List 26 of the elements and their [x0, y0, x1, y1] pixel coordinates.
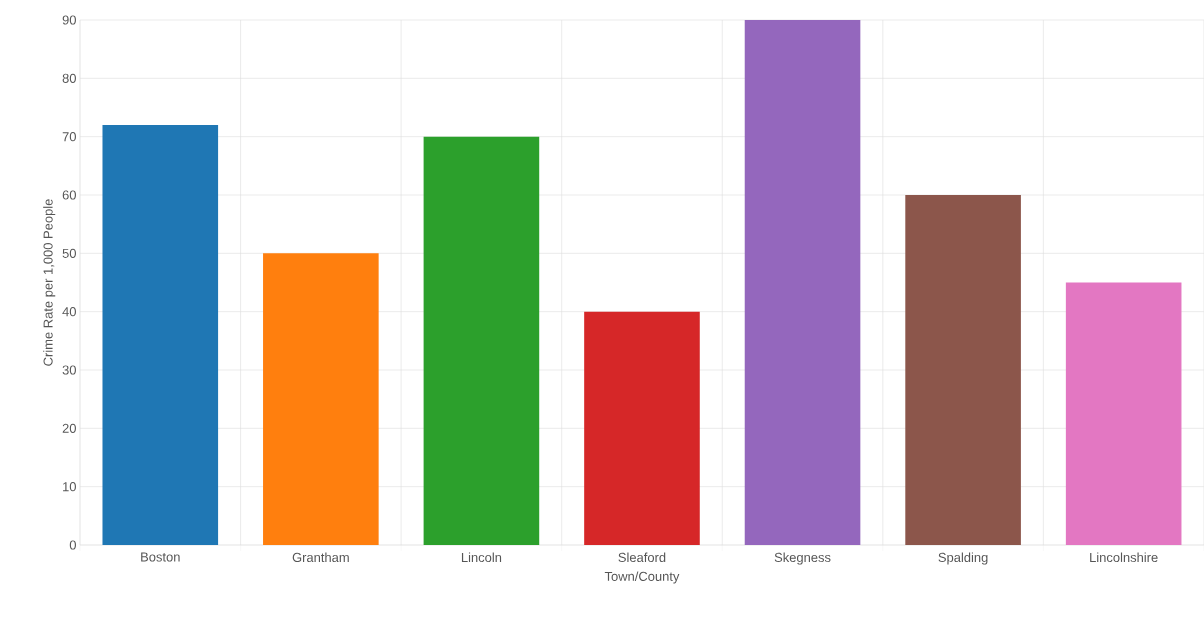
- y-tick-label: 60: [62, 190, 76, 200]
- y-tick-label: 50: [62, 248, 76, 258]
- bar: [744, 20, 861, 545]
- y-tick-label: 70: [62, 132, 76, 142]
- y-tick-label: 80: [62, 73, 76, 83]
- x-tick-label: Spalding: [938, 552, 988, 565]
- bar: [584, 311, 700, 545]
- x-axis-title: Town/County: [604, 571, 680, 584]
- y-tick-label: 90: [62, 15, 76, 25]
- y-axis-title: Crime Rate per 1,000 People: [43, 199, 56, 366]
- bar: [1065, 282, 1182, 545]
- y-tick-label: 30: [62, 365, 76, 375]
- bar: [263, 253, 379, 545]
- bar: [423, 136, 540, 545]
- bar: [102, 125, 219, 545]
- x-tick-label: Grantham: [292, 552, 349, 563]
- bar: [905, 195, 1021, 545]
- x-tick-label: Skegness: [774, 552, 831, 565]
- y-tick-label: 0: [69, 540, 76, 550]
- x-tick-label: Lincolnshire: [1090, 552, 1158, 563]
- x-tick-label: Boston: [141, 552, 180, 562]
- y-tick-label: 10: [63, 482, 76, 492]
- y-tick-label: 20: [62, 423, 76, 433]
- x-tick-label: Sleaford: [618, 552, 666, 563]
- x-tick-label: Lincoln: [461, 552, 502, 563]
- y-tick-label: 40: [62, 307, 76, 317]
